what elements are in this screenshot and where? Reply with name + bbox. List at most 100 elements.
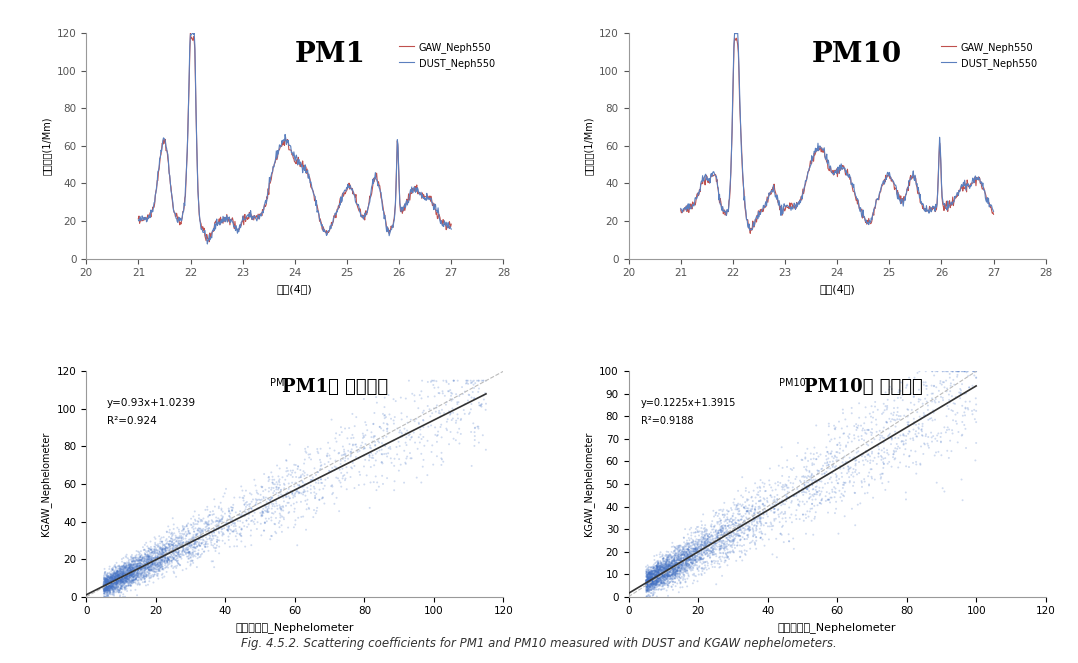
Point: [116, 584, 134, 595]
Point: [109, 583, 126, 593]
Point: [957, 388, 975, 398]
Point: [210, 501, 227, 512]
Point: [680, 546, 697, 557]
Point: [111, 560, 128, 571]
Point: [115, 572, 133, 583]
Point: [835, 491, 853, 501]
Point: [671, 560, 688, 570]
Point: [164, 544, 181, 554]
Point: [655, 561, 673, 572]
Point: [219, 521, 236, 532]
Point: [863, 428, 881, 438]
Point: [193, 526, 210, 537]
Point: [671, 572, 688, 582]
Point: [102, 570, 120, 580]
Point: [736, 545, 754, 556]
Point: [663, 558, 680, 569]
Point: [179, 539, 196, 550]
Point: [641, 573, 659, 584]
Point: [123, 570, 140, 581]
Point: [644, 584, 661, 595]
Point: [810, 487, 827, 497]
Point: [110, 578, 127, 589]
Point: [953, 366, 970, 377]
Point: [128, 561, 146, 572]
Point: [175, 537, 192, 548]
Point: [645, 563, 662, 573]
Point: [817, 491, 834, 501]
Point: [144, 550, 162, 561]
Point: [396, 424, 413, 434]
Point: [343, 446, 360, 457]
Point: [122, 579, 139, 590]
Point: [785, 490, 802, 501]
Point: [679, 538, 696, 548]
Point: [717, 524, 734, 534]
Point: [194, 516, 211, 526]
Point: [412, 424, 429, 435]
Point: [106, 582, 123, 593]
Point: [648, 573, 665, 583]
Point: [667, 569, 685, 579]
Point: [99, 584, 116, 595]
Point: [134, 554, 151, 564]
Y-axis label: 산란계수(1/Mm): 산란계수(1/Mm): [583, 117, 594, 175]
Point: [151, 553, 168, 564]
Point: [638, 583, 655, 593]
Point: [148, 543, 165, 554]
Point: [638, 585, 655, 595]
Point: [657, 571, 674, 581]
Point: [711, 536, 729, 547]
Point: [734, 527, 751, 538]
Point: [646, 579, 663, 589]
Point: [118, 562, 135, 572]
Point: [642, 564, 660, 575]
Point: [95, 579, 112, 590]
Point: [121, 570, 138, 581]
Point: [645, 575, 662, 586]
Point: [755, 508, 772, 518]
Point: [818, 458, 835, 469]
Point: [641, 591, 659, 601]
Point: [846, 488, 863, 499]
Point: [114, 563, 132, 573]
Point: [862, 430, 880, 440]
Point: [142, 564, 160, 575]
Point: [639, 579, 657, 589]
Point: [110, 570, 127, 581]
Point: [121, 569, 138, 579]
Point: [692, 534, 709, 544]
Point: [666, 550, 683, 560]
Point: [715, 530, 732, 540]
Point: [676, 546, 693, 557]
Point: [639, 577, 657, 588]
Point: [179, 557, 196, 568]
Point: [271, 463, 288, 474]
Point: [652, 574, 669, 585]
Point: [102, 581, 120, 591]
Point: [464, 376, 481, 387]
Point: [208, 519, 225, 530]
Point: [110, 564, 127, 574]
Point: [114, 591, 132, 602]
Point: [129, 578, 147, 589]
Point: [681, 548, 699, 559]
Point: [100, 573, 118, 584]
Point: [100, 585, 118, 596]
Point: [97, 583, 114, 593]
Point: [141, 568, 158, 579]
Point: [212, 497, 230, 508]
Point: [730, 499, 747, 509]
Point: [658, 564, 675, 575]
Point: [663, 560, 680, 571]
Point: [132, 562, 149, 573]
Point: [96, 564, 113, 574]
Point: [675, 550, 692, 560]
Point: [285, 493, 302, 503]
Point: [651, 562, 668, 573]
Point: [224, 503, 241, 513]
Point: [109, 585, 126, 596]
Point: [373, 457, 390, 467]
Point: [103, 583, 121, 593]
Point: [719, 520, 736, 531]
